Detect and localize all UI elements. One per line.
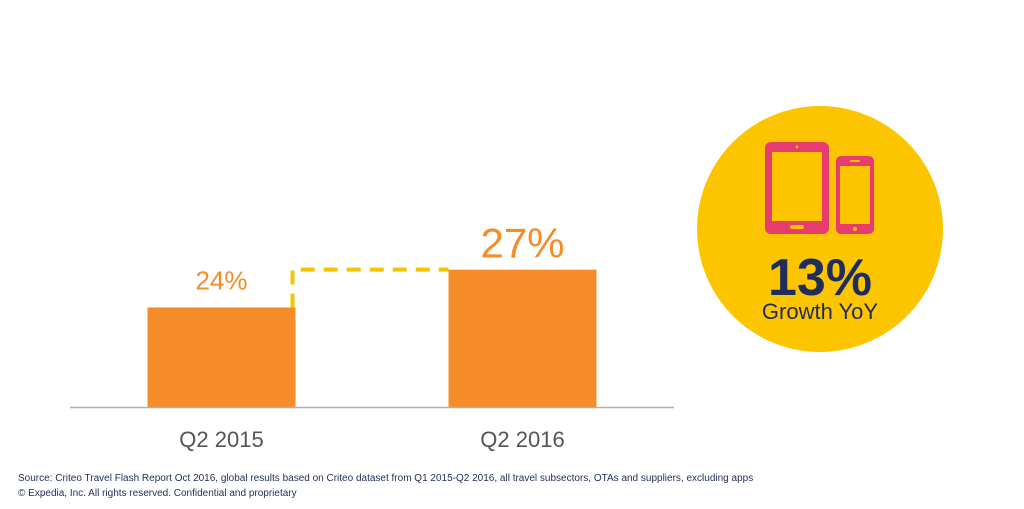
copyright-note: © Expedia, Inc. All rights reserved. Con… [18, 488, 297, 499]
bar-1 [147, 307, 296, 407]
growth-badge: 13% Growth YoY [697, 106, 943, 352]
smartphone-icon [836, 156, 874, 234]
category-label-2: Q2 2016 [480, 427, 564, 452]
growth-caption: Growth YoY [762, 299, 879, 324]
tablet-icon [765, 142, 829, 234]
growth-connector [290, 267, 449, 308]
category-label-1: Q2 2015 [179, 427, 263, 452]
bar-2 [448, 269, 597, 407]
value-label-2: 27% [480, 220, 564, 267]
chart-marks: 24% Q2 2015 27% Q2 2016 [70, 220, 674, 452]
value-label-1: 24% [195, 265, 247, 295]
source-note: Source: Criteo Travel Flash Report Oct 2… [18, 473, 754, 484]
growth-percent: 13% [768, 249, 872, 307]
